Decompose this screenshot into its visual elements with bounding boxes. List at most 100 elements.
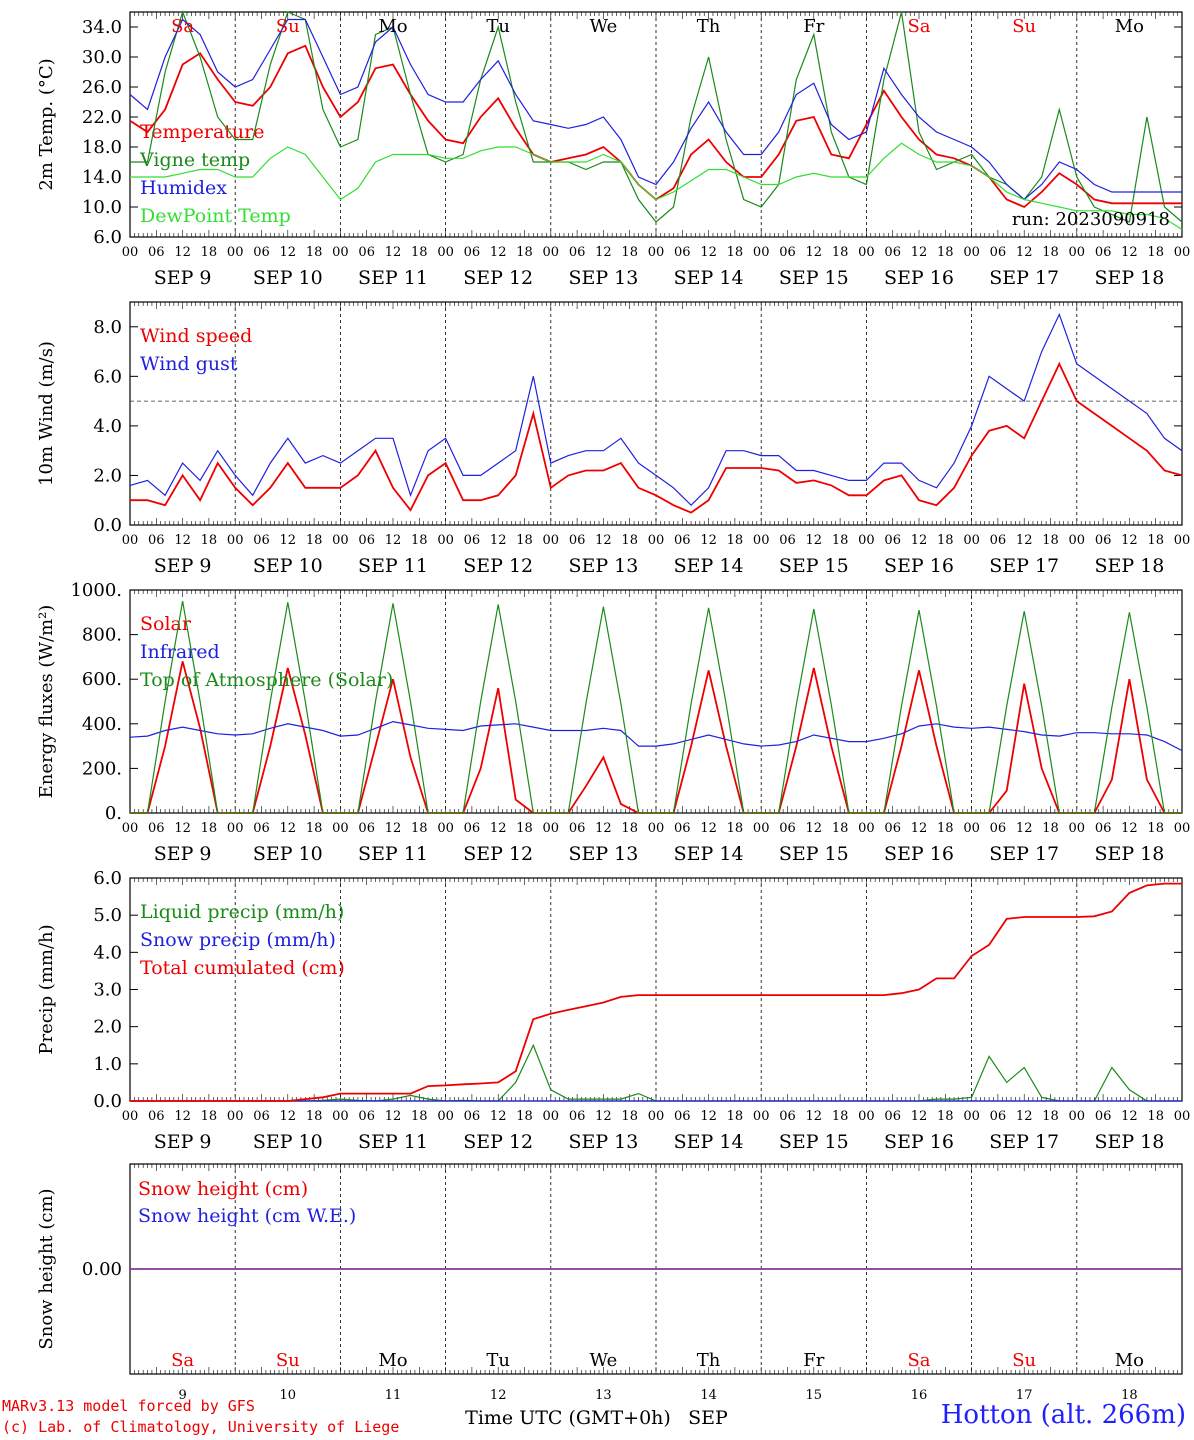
hour-tick-label: 12 [1016, 533, 1033, 548]
hour-tick-label: 18 [306, 533, 323, 548]
hour-tick-label: 18 [832, 533, 849, 548]
weekday-label: Tu [486, 1350, 510, 1371]
day-number-label: 14 [700, 1388, 717, 1403]
hour-tick-label: 06 [884, 245, 901, 260]
hour-tick-label: 12 [280, 533, 297, 548]
hour-tick-label: 06 [990, 533, 1007, 548]
month-label: SEP [688, 1407, 728, 1429]
run-annotation: run: 2023090918 [1012, 209, 1170, 230]
weekday-label: Th [697, 16, 721, 37]
panel-wind: 0.0 2.0 4.0 6.0 8.0 10m Wind (m/s) Wind speed W… [36, 301, 1190, 577]
y-tick-label: 0. [105, 803, 122, 824]
hour-tick-label: 00 [753, 245, 770, 260]
y-tick-label: 0.0 [93, 1091, 122, 1112]
hour-tick-label: 12 [174, 245, 191, 260]
y-tick-label: 200. [82, 758, 122, 779]
hour-tick-label: 00 [437, 821, 454, 836]
credit-model: MARv3.13 model forced by GFS [2, 1397, 255, 1415]
hour-tick-label: 06 [358, 245, 375, 260]
hour-tick-label: 12 [1121, 1109, 1138, 1124]
series-line [129, 720, 1183, 752]
hour-tick-label: 12 [700, 1109, 717, 1124]
hour-tick-label: 18 [937, 533, 954, 548]
hour-tick-label: 12 [911, 245, 928, 260]
hour-tick-label: 18 [937, 821, 954, 836]
hour-tick-label: 12 [174, 533, 191, 548]
hour-tick-label: 18 [306, 821, 323, 836]
y-tick-label: 400. [82, 714, 122, 735]
hour-tick-label: 00 [858, 533, 875, 548]
hour-tick-label: 12 [911, 821, 928, 836]
weekday-label: Th [697, 1350, 721, 1371]
hour-tick-label: 18 [516, 533, 533, 548]
y-axis-label: Precip (mm/h) [36, 924, 57, 1054]
y-tick-label: 1.0 [93, 1054, 122, 1075]
date-label: SEP 18 [1094, 1131, 1164, 1153]
plot-frame [129, 11, 1183, 238]
date-label: SEP 15 [779, 267, 849, 289]
hour-tick-label: 18 [621, 1109, 638, 1124]
date-label: SEP 15 [779, 843, 849, 865]
hour-tick-label: 18 [621, 533, 638, 548]
day-number-label: 13 [595, 1388, 612, 1403]
hour-tick-label: 06 [779, 245, 796, 260]
hour-tick-label: 06 [148, 821, 165, 836]
series-line [130, 600, 1182, 814]
hour-tick-label: 18 [411, 1109, 428, 1124]
hour-tick-label: 00 [648, 1109, 665, 1124]
hour-tick-label: 12 [280, 1109, 297, 1124]
date-label: SEP 14 [674, 555, 744, 577]
plot-frame [129, 301, 1183, 526]
hour-tick-label: 12 [1121, 245, 1138, 260]
date-label: SEP 16 [884, 267, 954, 289]
panel-snow: 0.00 Snow height (cm) Snow height (cm) Snow… [36, 1163, 1183, 1429]
date-label: SEP 14 [674, 843, 744, 865]
hour-tick-label: 00 [437, 245, 454, 260]
date-label: SEP 17 [989, 555, 1059, 577]
hour-tick-label: 18 [1147, 1109, 1164, 1124]
y-tick-label: 800. [82, 625, 122, 646]
legend-entry: Total cumulated (cm) [140, 957, 345, 979]
hour-tick-label: 12 [490, 533, 507, 548]
y-tick-label: 30.0 [82, 47, 122, 68]
weekday-label: Su [1012, 1350, 1036, 1371]
hour-tick-label: 12 [806, 1109, 823, 1124]
hour-tick-label: 18 [201, 821, 218, 836]
legend-entry: Wind gust [140, 353, 238, 375]
hour-tick-label: 06 [464, 533, 481, 548]
y-tick-label: 22.0 [82, 107, 122, 128]
legend-entry: Liquid precip (mm/h) [140, 901, 344, 923]
day-number-label: 18 [1121, 1388, 1138, 1403]
hour-tick-label: 12 [595, 1109, 612, 1124]
day-number-label: 17 [1016, 1388, 1033, 1403]
y-axis-label: Energy fluxes (W/m²) [36, 605, 57, 799]
legend-entry: Snow precip (mm/h) [140, 929, 336, 951]
y-tick-label: 18.0 [82, 137, 122, 158]
date-label: SEP 18 [1094, 555, 1164, 577]
hour-tick-label: 00 [858, 821, 875, 836]
y-tick-label: 8.0 [93, 317, 122, 338]
weekday-label: Mo [378, 16, 407, 37]
hour-tick-label: 18 [516, 245, 533, 260]
hour-tick-label: 06 [253, 821, 270, 836]
date-label: SEP 12 [463, 555, 533, 577]
panel-energy: 0. 200. 400. 600. 800. 1000. Energy fluxes (W/… [36, 580, 1190, 865]
hour-tick-label: 00 [543, 821, 560, 836]
hour-tick-label: 12 [490, 1109, 507, 1124]
hour-tick-label: 00 [437, 1109, 454, 1124]
hour-tick-label: 00 [963, 1109, 980, 1124]
hour-tick-label: 12 [595, 245, 612, 260]
hour-tick-label: 06 [884, 821, 901, 836]
hour-tick-label: 06 [990, 821, 1007, 836]
hour-tick-label: 12 [806, 821, 823, 836]
date-label: SEP 16 [884, 555, 954, 577]
y-axis-label: Snow height (cm) [36, 1188, 57, 1349]
hour-tick-label: 00 [543, 245, 560, 260]
date-label: SEP 13 [568, 843, 638, 865]
hour-tick-label: 00 [1069, 245, 1086, 260]
date-label: SEP 13 [568, 555, 638, 577]
hour-tick-label: 06 [779, 1109, 796, 1124]
hour-tick-label: 18 [727, 245, 744, 260]
hour-tick-label: 18 [1042, 1109, 1059, 1124]
y-tick-label: 6.0 [93, 227, 122, 248]
